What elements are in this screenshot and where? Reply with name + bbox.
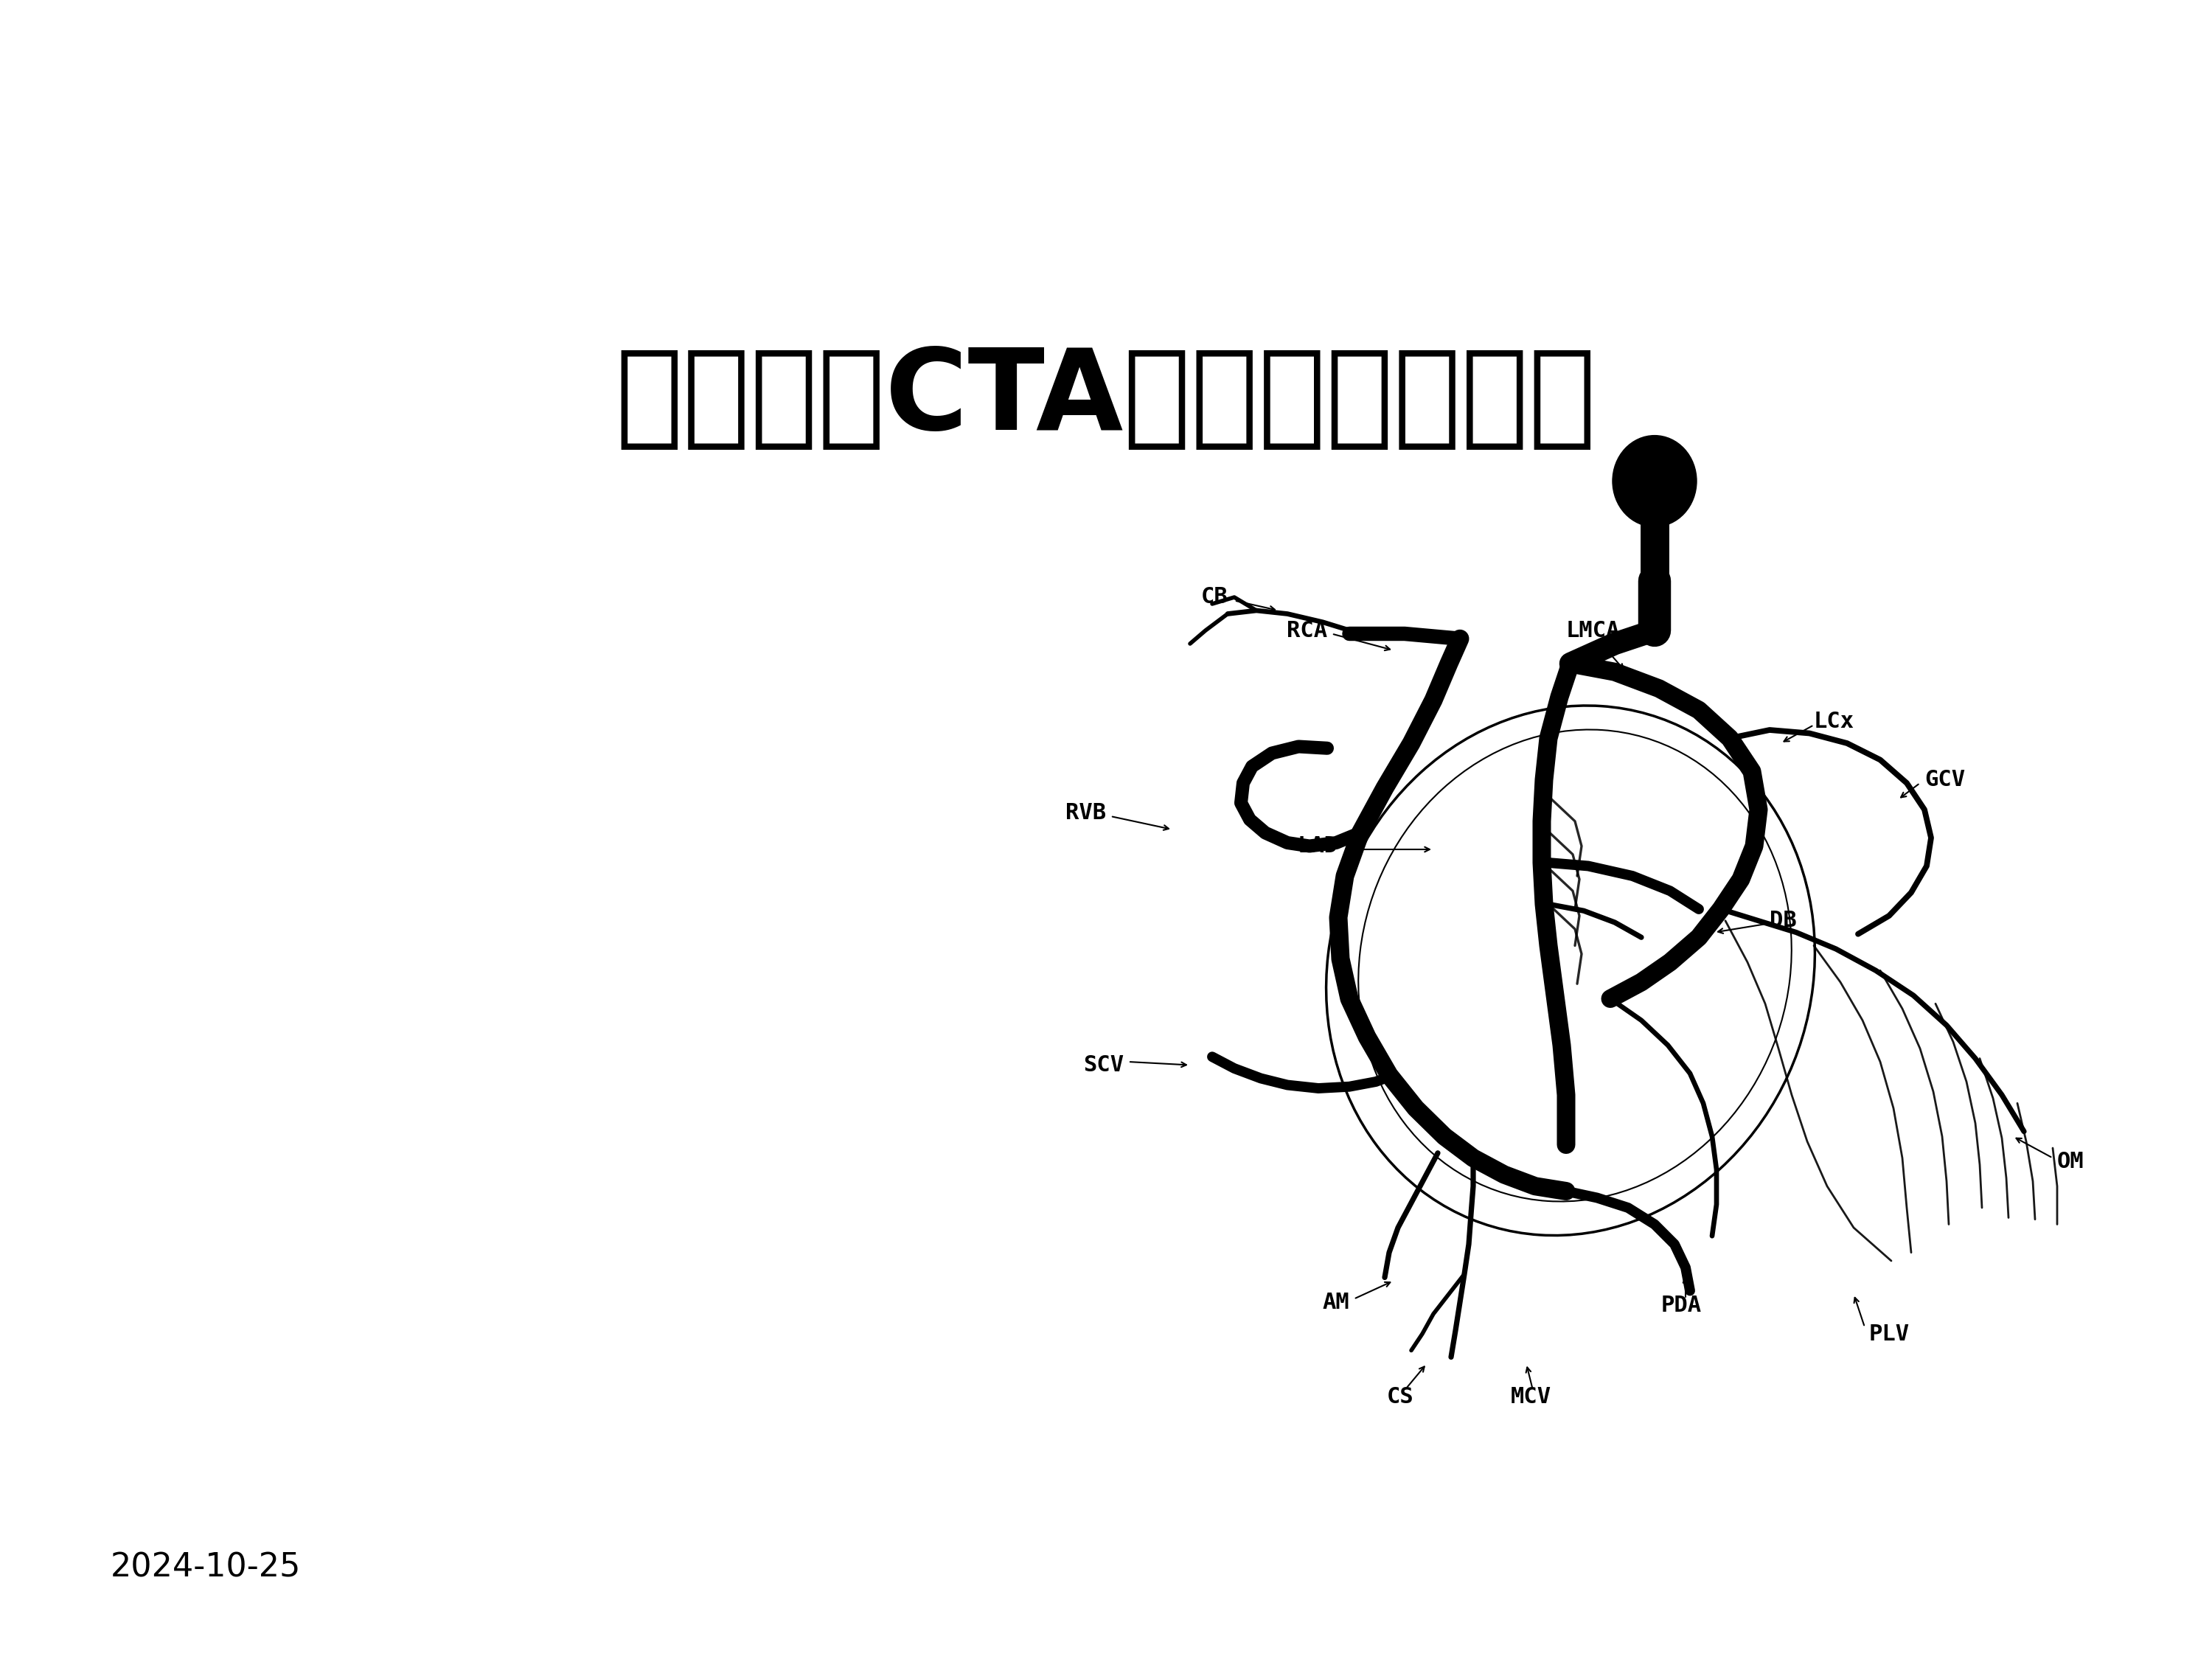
Text: CS: CS (1387, 1387, 1413, 1407)
Text: LAD: LAD (1298, 836, 1338, 856)
Text: CB: CB (1201, 587, 1228, 607)
Text: PLV: PLV (1869, 1324, 1909, 1344)
Text: GCV: GCV (1924, 770, 1964, 790)
Text: MCV: MCV (1511, 1387, 1551, 1407)
Text: 2024-10-25: 2024-10-25 (111, 1551, 301, 1584)
Text: DB: DB (1770, 911, 1796, 931)
Text: SCV: SCV (1084, 1055, 1124, 1075)
Text: LMCA: LMCA (1566, 620, 1619, 640)
Text: PDA: PDA (1661, 1296, 1701, 1316)
Text: OM: OM (2057, 1151, 2084, 1171)
Text: RVB: RVB (1066, 803, 1106, 823)
Text: RCA: RCA (1287, 620, 1327, 640)
Ellipse shape (1613, 435, 1697, 528)
Text: 冠状动脉CTA诊断报告与规范: 冠状动脉CTA诊断报告与规范 (615, 343, 1597, 453)
Text: LCx: LCx (1814, 712, 1854, 732)
Text: AM: AM (1323, 1292, 1349, 1312)
